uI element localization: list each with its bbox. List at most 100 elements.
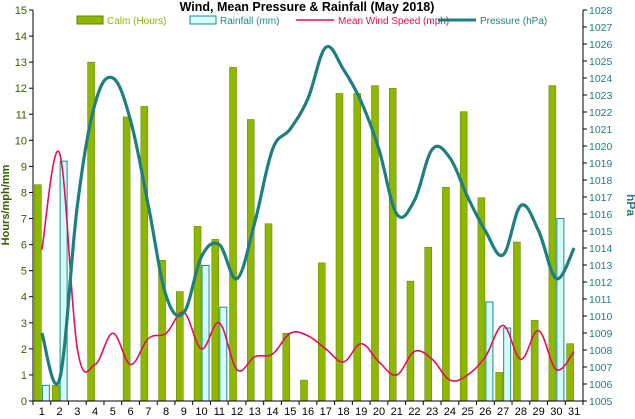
right-tick-label: 1020 [589, 141, 613, 153]
x-tick-label: 21 [391, 406, 403, 418]
right-tick-label: 1019 [589, 158, 613, 170]
right-tick-label: 1015 [589, 226, 613, 238]
x-tick-label: 17 [320, 406, 332, 418]
right-tick-label: 1023 [589, 90, 613, 102]
right-tick-label: 1006 [589, 379, 613, 391]
bar-rainfall [503, 327, 512, 402]
left-tick-label: 11 [16, 109, 27, 121]
bar-calm-hours [34, 184, 42, 402]
x-tick-label: 12 [231, 406, 243, 418]
right-tick-label: 1008 [589, 345, 613, 357]
bar-rainfall [219, 306, 228, 402]
bar-calm-hours [459, 111, 468, 402]
bar-calm-hours [229, 67, 237, 402]
legend: Calm (Hours) Rainfall (mm) Mean Wind Speed… [76, 15, 547, 27]
left-tick-label: 10 [15, 135, 27, 147]
bar-calm-hours [247, 119, 255, 402]
bar-calm-hours [388, 87, 397, 402]
chart-title: Wind, Mean Pressure & Rainfall (May 2018… [180, 0, 435, 14]
bar-calm-hours [140, 106, 149, 402]
x-tick-label: 10 [195, 406, 207, 418]
right-tick-label: 1025 [589, 56, 613, 68]
right-tick-label: 1010 [589, 311, 613, 323]
bar-calm-hours [495, 372, 503, 402]
left-tick-label: 8 [21, 187, 27, 199]
x-tick-label: 18 [337, 406, 349, 418]
right-axis-ticks: 1005 1006 1007 1008 1009 1010 1011 1012 1013 1014… [583, 5, 613, 408]
right-tick-label: 1024 [589, 73, 613, 85]
right-tick-label: 1012 [589, 277, 613, 289]
x-tick-label: 27 [497, 406, 509, 418]
x-tick-label: 5 [110, 406, 116, 418]
line-layer [40, 44, 576, 386]
x-tick-label: 13 [249, 406, 261, 418]
legend-swatch [76, 15, 104, 25]
right-tick-label: 1022 [589, 107, 613, 119]
right-tick-label: 1014 [589, 243, 613, 255]
y-axis-label-right: hPa [624, 194, 635, 216]
legend-label: Calm (Hours) [107, 16, 166, 27]
legend-item-mean-wind-speed: Mean Wind Speed (mph) [296, 16, 449, 27]
bar-calm-hours [424, 246, 432, 402]
legend-swatch [189, 15, 217, 25]
x-tick-label: 22 [408, 406, 420, 418]
bar-calm-hours [176, 291, 184, 402]
bar-calm-hours [300, 379, 308, 402]
bar-rainfall [556, 218, 565, 402]
left-tick-label: 4 [21, 292, 27, 304]
left-tick-label: 14 [15, 31, 27, 43]
y-axis-label-left: Hours/mph/mm [0, 164, 12, 245]
legend-item-pressure: Pressure (hPa) [438, 16, 547, 27]
right-tick-label: 1026 [589, 39, 613, 51]
bar-calm-hours [442, 187, 450, 402]
x-tick-label: 25 [462, 406, 474, 418]
left-tick-label: 1 [21, 370, 27, 382]
right-tick-label: 1018 [589, 175, 613, 187]
bar-calm-hours [211, 239, 220, 402]
bar-rainfall [485, 301, 494, 402]
x-tick-label: 4 [92, 406, 98, 418]
bar-calm-hours [51, 385, 60, 402]
left-tick-label: 15 [15, 5, 27, 17]
right-tick-label: 1011 [589, 294, 612, 306]
left-tick-label: 9 [21, 161, 27, 173]
x-tick-label: 14 [266, 406, 278, 418]
left-tick-label: 12 [15, 83, 27, 95]
x-tick-label: 8 [163, 406, 169, 418]
x-tick-label: 1 [39, 406, 45, 418]
bar-calm-hours [264, 223, 273, 402]
bar-calm-hours [282, 332, 291, 402]
x-tick-label: 23 [426, 406, 438, 418]
left-tick-label: 13 [15, 57, 27, 69]
x-tick-label: 29 [533, 406, 545, 418]
legend-label: Rainfall (mm) [220, 16, 279, 27]
x-tick-label: 19 [355, 406, 367, 418]
right-tick-label: 1017 [589, 192, 613, 204]
right-tick-label: 1027 [589, 22, 613, 34]
x-tick-label: 7 [145, 406, 151, 418]
right-tick-label: 1007 [589, 362, 613, 374]
bar-calm-hours [335, 93, 344, 402]
left-tick-label: 7 [21, 214, 27, 226]
right-tick-label: 1028 [589, 5, 613, 17]
bar-calm-hours [317, 262, 326, 402]
bar-rainfall [41, 384, 50, 402]
bar-calm-hours [406, 280, 415, 402]
bar-rainfall [201, 264, 210, 402]
left-tick-label: 6 [21, 240, 27, 252]
bar-calm-hours [548, 85, 557, 402]
x-tick-label: 28 [515, 406, 527, 418]
left-tick-label: 0 [21, 396, 27, 408]
legend-label: Mean Wind Speed (mph) [338, 16, 449, 27]
line-mean-wind-speed [41, 150, 575, 382]
x-tick-label: 11 [214, 406, 225, 418]
legend-label: Pressure (hPa) [480, 16, 547, 27]
right-tick-label: 1016 [589, 209, 613, 221]
right-tick-label: 1005 [589, 396, 613, 408]
x-tick-label: 26 [479, 406, 491, 418]
right-tick-label: 1009 [589, 328, 613, 340]
x-axis-ticks: 1 2 3 4 5 6 7 8 9 10 11 12 13 14 15 16 17 18 19 20 21 22 23 24 2… [32, 401, 584, 418]
right-tick-label: 1021 [589, 124, 613, 136]
